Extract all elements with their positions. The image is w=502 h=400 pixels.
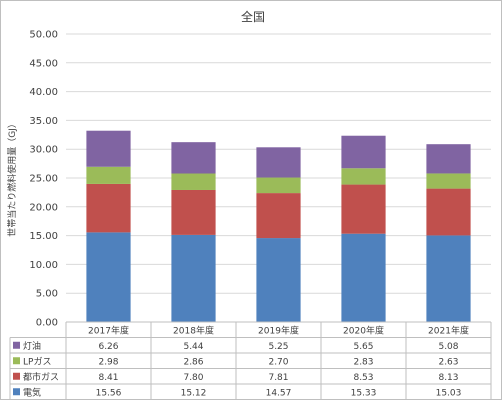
y-tick-label: 30.00 (29, 145, 58, 156)
data-label: 7.81 (268, 373, 288, 383)
data-label: 2.70 (268, 357, 288, 367)
x-tick-label: 2019年度 (258, 324, 299, 336)
legend-swatch (13, 357, 20, 365)
x-tick-label: 2017年度 (88, 324, 129, 336)
legend-label: LPガス (23, 356, 51, 367)
bar-segment (86, 232, 131, 322)
y-tick-label: 15.00 (29, 231, 58, 242)
bar-segment (341, 184, 386, 234)
legend-label: 灯油 (23, 340, 41, 352)
bar-segment (426, 188, 471, 236)
bar-segment (171, 189, 216, 235)
data-label: 2.83 (353, 357, 373, 367)
bar-segment (426, 235, 471, 322)
data-label: 15.03 (436, 388, 462, 398)
bar-segment (171, 142, 216, 174)
data-label: 8.41 (98, 373, 118, 383)
data-label: 7.80 (183, 373, 203, 383)
legend-swatch (13, 372, 20, 380)
data-label: 5.08 (438, 342, 458, 352)
bar-segment (86, 130, 131, 167)
y-tick-label: 45.00 (29, 58, 58, 69)
data-label: 15.33 (351, 388, 377, 398)
bar-segment (86, 183, 131, 233)
bar-segment (341, 233, 386, 322)
data-label: 5.25 (268, 342, 288, 352)
bar-segment (256, 193, 301, 239)
y-tick-label: 25.00 (29, 174, 58, 185)
x-tick-label: 2018年度 (173, 324, 214, 336)
data-label: 15.56 (96, 388, 122, 398)
data-label: 2.98 (98, 357, 118, 367)
bar-segment (171, 234, 216, 322)
data-label: 5.65 (353, 342, 373, 352)
bar-segment (86, 166, 131, 184)
bar-segment (341, 135, 386, 169)
x-tick-label: 2021年度 (428, 324, 469, 336)
legend-label: 電気 (23, 386, 41, 398)
data-label: 2.63 (438, 357, 458, 367)
data-label: 15.12 (181, 388, 207, 398)
bar-segment (256, 238, 301, 322)
bar-segment (341, 168, 386, 185)
legend-label: 都市ガス (23, 371, 59, 383)
y-tick-label: 10.00 (29, 260, 58, 271)
y-axis-label: 世帯当たり燃料使用量（GJ） (6, 119, 18, 237)
bar-segment (426, 173, 471, 189)
data-label: 6.26 (98, 342, 118, 352)
bar-segment (256, 177, 301, 194)
legend-swatch (13, 341, 20, 349)
data-label: 8.53 (353, 373, 373, 383)
chart-title: 全国 (241, 9, 265, 24)
bar-segment (171, 173, 216, 190)
data-label: 5.44 (183, 342, 203, 352)
legend-swatch (13, 388, 20, 396)
bar-segment (256, 147, 301, 178)
x-tick-label: 2020年度 (343, 324, 384, 336)
data-label: 8.13 (438, 373, 458, 383)
y-tick-label: 0.00 (36, 318, 58, 329)
bar-segment (426, 144, 471, 174)
y-tick-label: 5.00 (36, 289, 58, 300)
y-tick-label: 40.00 (29, 87, 58, 98)
data-label: 2.86 (183, 357, 203, 367)
y-tick-label: 50.00 (29, 30, 58, 41)
y-tick-label: 20.00 (29, 202, 58, 213)
y-tick-label: 35.00 (29, 116, 58, 127)
data-label: 14.57 (266, 388, 292, 398)
